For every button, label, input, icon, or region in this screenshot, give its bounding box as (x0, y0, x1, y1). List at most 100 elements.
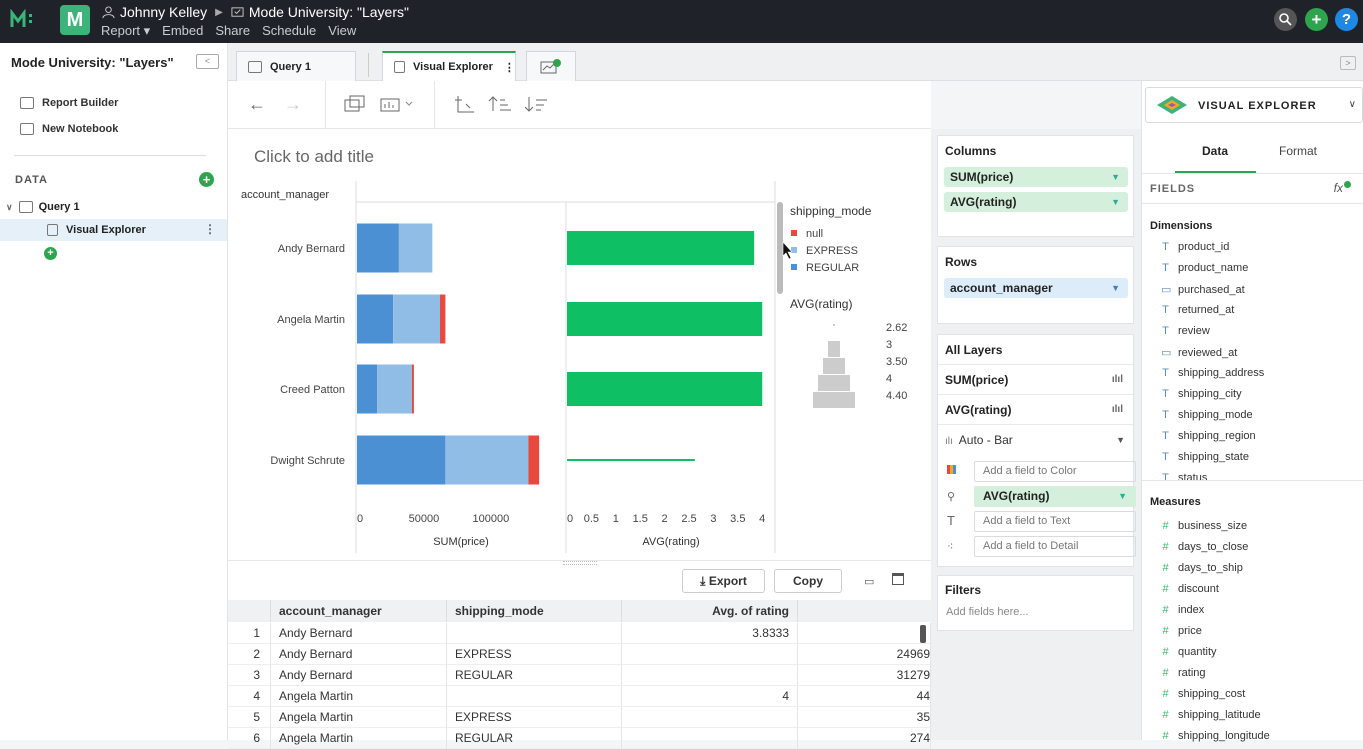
search-button[interactable] (1274, 8, 1297, 31)
calculated-field-button[interactable]: fx (1334, 181, 1351, 195)
measure-field-shipping-latitude[interactable]: # shipping_latitude (1161, 709, 1260, 721)
new-chart-tab-button[interactable] (526, 51, 576, 81)
collapse-sidebar-button[interactable]: < (196, 54, 219, 69)
caret-down-icon[interactable]: ▼ (1111, 283, 1120, 293)
layer-avg-rating[interactable]: AVG(rating) ılıl (938, 394, 1135, 424)
chart-title[interactable]: Click to add title (254, 147, 374, 166)
new-notebook-link[interactable]: New Notebook (20, 123, 118, 135)
menu-report[interactable]: Report ▾ (101, 23, 151, 38)
add-query-button[interactable]: + (199, 172, 214, 187)
copy-button[interactable]: Copy (774, 569, 842, 593)
tab-visual-explorer[interactable]: Visual Explorer ⋮ (382, 51, 516, 81)
bar-regular-0 (357, 223, 399, 273)
column-resize-handle[interactable] (920, 625, 926, 643)
add-axis-button[interactable] (454, 95, 476, 120)
menu-view[interactable]: View (328, 23, 357, 38)
swap-button[interactable] (344, 95, 366, 118)
app-logo[interactable]: M (60, 5, 90, 35)
caret-down-icon[interactable]: ▼ (1111, 197, 1120, 207)
add-visualization-button[interactable]: + (44, 247, 57, 260)
measure-field-shipping-longitude[interactable]: # shipping_longitude (1161, 730, 1269, 742)
dimension-field-purchased-at[interactable]: ▭ purchased_at (1161, 283, 1245, 297)
user-name[interactable]: Johnny Kelley (120, 4, 208, 20)
measure-field-rating[interactable]: # rating (1161, 667, 1205, 679)
chart-type-button[interactable] (380, 95, 414, 118)
mark-type-select[interactable]: ılı Auto - Bar ▼ (938, 424, 1135, 454)
redo-button[interactable]: → (284, 94, 302, 115)
tab-query[interactable]: Query 1 (236, 51, 356, 81)
menu-embed[interactable]: Embed (162, 23, 204, 38)
measure-field-quantity[interactable]: # quantity (1161, 646, 1216, 658)
column-header-avg-rating[interactable]: Avg. of rating (622, 600, 798, 622)
measure-field-shipping-cost[interactable]: # shipping_cost (1161, 688, 1245, 700)
layer-sum-price[interactable]: SUM(price) ılıl (938, 364, 1135, 394)
legend-swatch (791, 230, 797, 236)
measure-field-days-to-ship[interactable]: # days_to_ship (1161, 562, 1242, 574)
category-label: Creed Patton (280, 384, 345, 396)
column-pill-avg-rating[interactable]: AVG(rating) ▼ (944, 192, 1128, 212)
report-builder-icon (20, 97, 34, 109)
undo-button[interactable]: ← (248, 94, 266, 115)
sort-descending-button[interactable] (524, 95, 548, 118)
mark-type-label: Auto - Bar (958, 433, 1013, 447)
measure-field-price[interactable]: # price (1161, 625, 1201, 637)
mouse-cursor-icon (782, 241, 793, 260)
color-field-input[interactable]: Add a field to Color (974, 461, 1136, 482)
sort-ascending-button[interactable] (488, 95, 512, 118)
column-pill-sum-price[interactable]: SUM(price) ▼ (944, 167, 1128, 187)
measure-field-index[interactable]: # index (1161, 604, 1204, 616)
number-type-icon: # (1162, 709, 1169, 721)
minimize-icon[interactable]: ▭ (864, 576, 875, 588)
resize-handle[interactable] (563, 561, 597, 565)
mode-logo-icon[interactable] (10, 9, 40, 31)
more-options-icon[interactable]: ⋮ (204, 222, 216, 236)
measure-field-business-size[interactable]: # business_size (1161, 520, 1247, 532)
create-button[interactable]: + (1305, 8, 1328, 31)
chevron-down-icon[interactable]: ∨ (6, 201, 13, 212)
legend-swatch (791, 264, 797, 270)
dimension-field-reviewed-at[interactable]: ▭ reviewed_at (1161, 346, 1237, 360)
menu-schedule[interactable]: Schedule (262, 23, 317, 38)
filters-drop-zone[interactable]: Add fields here... (946, 606, 1029, 618)
row-pill-account-manager[interactable]: account_manager ▼ (944, 278, 1128, 298)
column-header-account-manager[interactable]: account_manager (271, 600, 447, 622)
maximize-icon[interactable] (892, 573, 904, 585)
detail-field-input[interactable]: Add a field to Detail (974, 536, 1136, 557)
size-icon: ⚲ (947, 491, 956, 503)
tab-options-icon[interactable]: ⋮ (503, 61, 515, 74)
tree-item-visual-explorer[interactable]: Visual Explorer ⋮ (0, 219, 227, 241)
report-builder-link[interactable]: Report Builder (20, 97, 118, 109)
help-button[interactable]: ? (1335, 8, 1358, 31)
column-header-shipping-mode[interactable]: shipping_mode (447, 600, 622, 622)
legend-color-title: shipping_mode (790, 204, 872, 218)
tab-format[interactable]: Format (1279, 144, 1318, 158)
bar-chart-icon: ılıl (1111, 374, 1123, 385)
text-field-input[interactable]: Add a field to Text (974, 511, 1136, 532)
export-button[interactable]: ⤓ Export (682, 569, 765, 593)
number-type-icon: # (1162, 667, 1169, 679)
collapse-panel-button[interactable]: > (1340, 56, 1356, 70)
menu-share[interactable]: Share (215, 23, 251, 38)
tab-data[interactable]: Data (1202, 144, 1229, 158)
legend-size-mark (833, 324, 835, 326)
measure-field-discount[interactable]: # discount (1161, 583, 1219, 595)
tree-item-query[interactable]: ∨ Query 1 (6, 201, 80, 213)
visual-explorer-selector[interactable]: VISUAL EXPLORER ∨ (1145, 87, 1363, 123)
caret-down-icon[interactable]: ▼ (1111, 172, 1120, 182)
date-type-icon: ▭ (1161, 347, 1172, 359)
report-title[interactable]: Mode University: "Layers" (248, 4, 409, 20)
measure-field-days-to-close[interactable]: # days_to_close (1161, 541, 1248, 553)
column-header-extra[interactable] (798, 600, 931, 622)
caret-down-icon[interactable]: ▼ (1118, 491, 1127, 501)
size-field-pill[interactable]: AVG(rating) ▼ (974, 486, 1136, 507)
